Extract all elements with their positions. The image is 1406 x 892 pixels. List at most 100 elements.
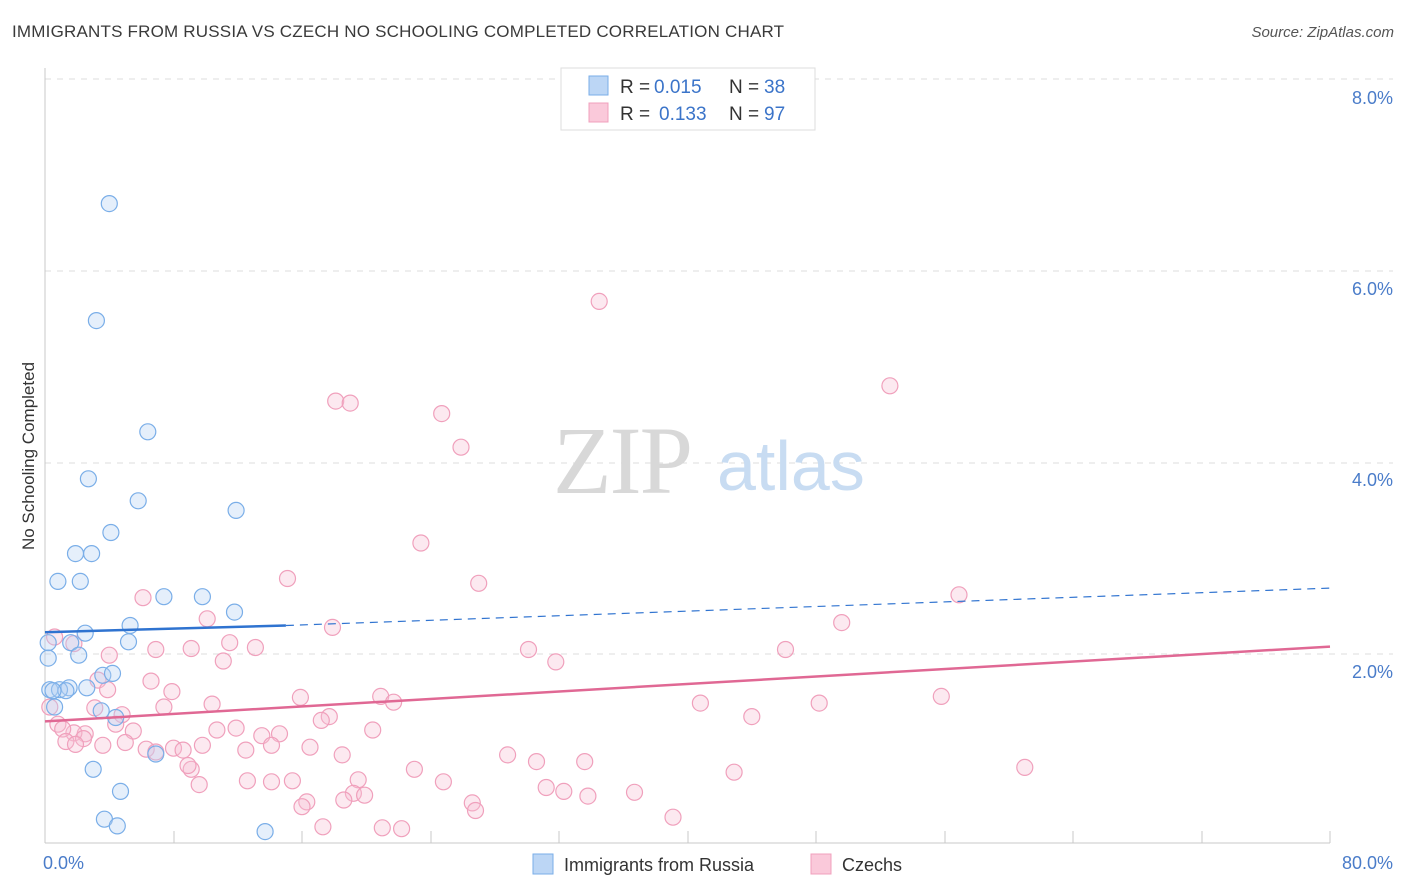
chart-title: IMMIGRANTS FROM RUSSIA VS CZECH NO SCHOO… <box>12 22 785 41</box>
czechs-point-26 <box>163 682 181 701</box>
czechs-point-76 <box>283 772 301 790</box>
series-legend-swatch-russia <box>532 853 554 875</box>
czechs-point-15 <box>246 638 264 657</box>
legend-r-value-russia: 0.015 <box>654 77 702 98</box>
russia-point-28 <box>78 679 96 697</box>
czechs-point-61 <box>237 741 255 759</box>
czechs-point-20 <box>100 646 118 664</box>
czechs-point-27 <box>291 688 309 707</box>
czechs-point-52 <box>57 732 75 751</box>
russia-point-32 <box>147 745 165 763</box>
czechs-point-37 <box>312 711 330 730</box>
czechs-point-2 <box>327 392 345 410</box>
czechs-point-33 <box>932 687 950 706</box>
gridlines <box>45 78 1393 655</box>
czechs-point-90 <box>466 801 485 820</box>
russia-point-15 <box>76 624 94 642</box>
czechs-point-86 <box>335 791 353 809</box>
czechs-point-1 <box>881 377 899 395</box>
czechs-point-93 <box>373 819 391 837</box>
russia-point-13 <box>225 603 244 621</box>
czechs-point-50 <box>364 721 382 739</box>
russia-point-33 <box>84 760 102 778</box>
russia-point-27 <box>44 682 62 700</box>
czechs-point-25 <box>98 681 117 699</box>
czechs-point-83 <box>625 783 644 801</box>
czechs-point-7 <box>278 569 297 588</box>
czechs-point-89 <box>293 798 311 816</box>
czechs-point-48 <box>227 719 245 737</box>
correlation-legend: R = 0.015 N = 38 R = 0.133 N = 97 <box>560 67 816 131</box>
russia-point-4 <box>129 492 147 510</box>
legend-swatch-russia <box>588 75 609 96</box>
czechs-points <box>41 292 1034 838</box>
russia-point-25 <box>50 681 69 699</box>
czechs-point-62 <box>262 736 281 754</box>
czechs-point-94 <box>393 820 411 838</box>
czechs-point-91 <box>664 808 682 826</box>
legend-r-label-czechs: R = <box>620 104 650 125</box>
czechs-point-10 <box>134 589 152 607</box>
legend-swatch-czechs <box>588 102 609 123</box>
czechs-point-65 <box>333 746 351 764</box>
watermark-atlas: atlas <box>717 427 865 505</box>
czechs-point-55 <box>116 733 134 752</box>
x-tick-label-max: 80.0% <box>1342 853 1393 873</box>
russia-trend-line-extension <box>285 587 1331 627</box>
czechs-point-5 <box>452 438 470 456</box>
czechs-point-9 <box>950 586 968 604</box>
russia-point-16 <box>119 633 138 651</box>
czechs-point-12 <box>323 618 342 637</box>
czechs-point-47 <box>208 721 226 739</box>
czechs-point-14 <box>221 634 239 652</box>
czechs-point-67 <box>527 752 546 771</box>
legend-n-value-czechs: 97 <box>764 104 785 125</box>
russia-point-17 <box>62 634 80 652</box>
y-tick-label-8: 8.0% <box>1352 88 1393 108</box>
czechs-point-73 <box>1016 758 1034 777</box>
russia-point-19 <box>70 646 88 664</box>
russia-point-37 <box>256 822 274 841</box>
czechs-point-92 <box>314 818 332 836</box>
czechs-point-56 <box>66 735 85 754</box>
czechs-point-71 <box>405 760 423 778</box>
legend-n-label-czechs: N = <box>729 104 759 125</box>
russia-trend-line <box>44 624 286 634</box>
czechs-point-88 <box>298 793 316 811</box>
czechs-point-66 <box>499 746 517 764</box>
russia-point-20 <box>39 649 57 667</box>
czechs-point-58 <box>193 736 211 754</box>
czechs-point-59 <box>137 740 155 758</box>
y-tick-label-6: 6.0% <box>1352 279 1393 299</box>
czechs-trend-line <box>44 645 1331 723</box>
russia-point-2 <box>139 423 157 441</box>
legend-n-value-russia: 38 <box>764 77 785 98</box>
czechs-point-79 <box>190 775 208 794</box>
czechs-point-23 <box>142 672 160 690</box>
czechs-point-13 <box>833 613 851 632</box>
russia-point-12 <box>193 588 211 606</box>
y-tick-label-2: 2.0% <box>1352 662 1393 682</box>
series-legend-label-russia: Immigrants from Russia <box>564 855 755 875</box>
russia-point-7 <box>66 544 85 563</box>
russia-point-29 <box>45 698 64 716</box>
russia-point-22 <box>103 664 122 683</box>
russia-point-0 <box>100 195 118 213</box>
czechs-point-34 <box>155 698 173 716</box>
czechs-point-31 <box>691 694 710 712</box>
czechs-point-53 <box>94 736 112 754</box>
czechs-point-85 <box>356 786 374 804</box>
czechs-point-6 <box>412 534 430 552</box>
czechs-point-4 <box>433 405 451 423</box>
czechs-point-63 <box>301 738 319 756</box>
czechs-point-74 <box>238 772 256 790</box>
russia-point-10 <box>71 572 89 591</box>
czechs-point-77 <box>349 771 367 789</box>
russia-point-9 <box>49 572 67 591</box>
series-legend-swatch-czechs <box>810 853 832 875</box>
czechs-point-0 <box>590 292 608 310</box>
y-axis-label: No Schooling Completed <box>19 362 38 550</box>
legend-n-label-russia: N = <box>729 77 759 98</box>
czechs-point-30 <box>203 695 221 713</box>
